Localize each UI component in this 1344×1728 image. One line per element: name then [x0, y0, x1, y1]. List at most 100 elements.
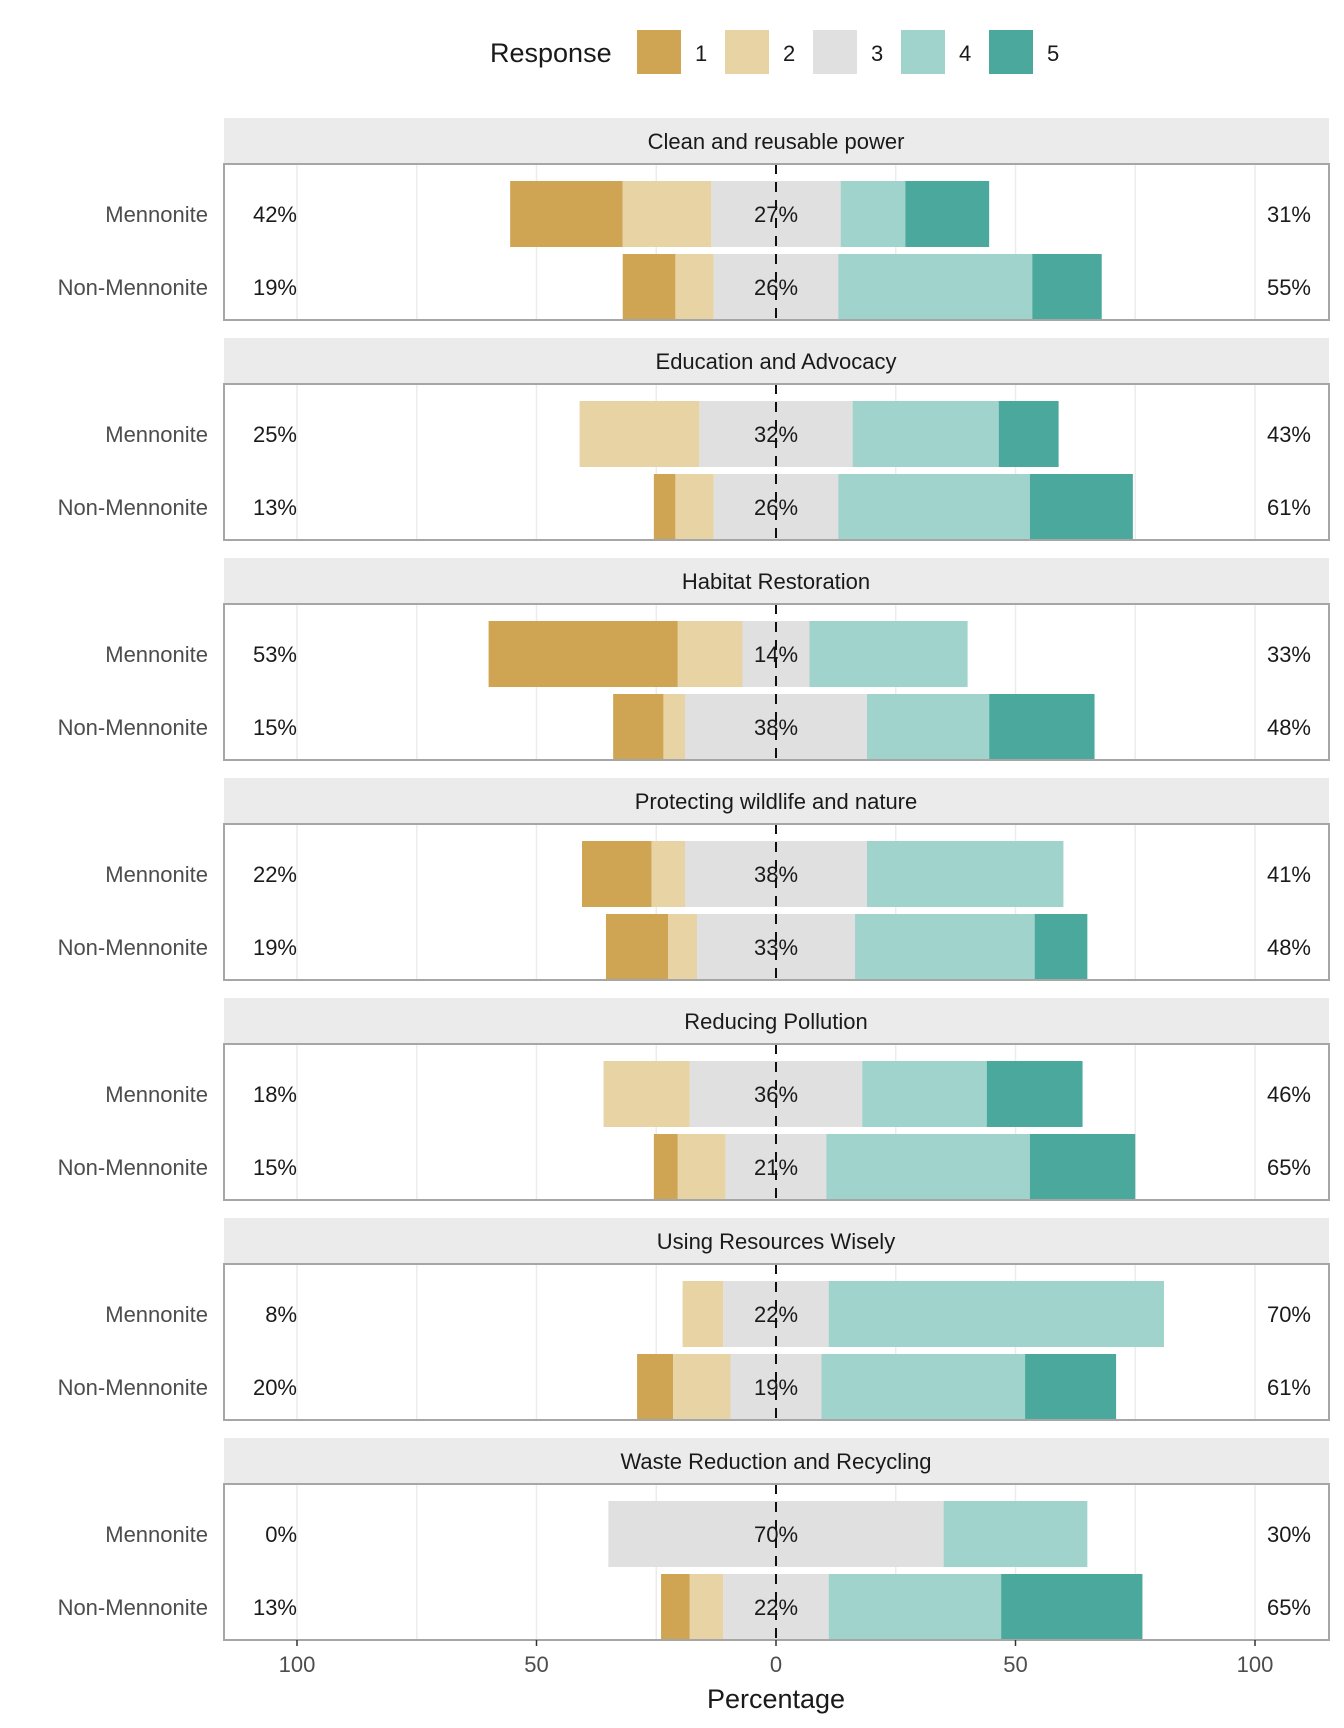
- bar-segment-5: [1029, 474, 1133, 540]
- bar-segment-2: [622, 181, 712, 247]
- row-label: Mennonite: [105, 642, 208, 667]
- bar-segment-2: [668, 914, 697, 980]
- legend-label-4: 4: [959, 41, 971, 66]
- facet-title: Habitat Restoration: [682, 569, 870, 594]
- row-label: Mennonite: [105, 422, 208, 447]
- x-tick-label: 50: [1003, 1652, 1027, 1677]
- legend-item-5: 5: [989, 30, 1059, 74]
- bar-segment-4: [855, 914, 1035, 980]
- high-percent-label: 31%: [1267, 202, 1311, 227]
- high-percent-label: 48%: [1267, 935, 1311, 960]
- low-percent-label: 19%: [253, 275, 297, 300]
- high-percent-label: 65%: [1267, 1595, 1311, 1620]
- row-label: Non-Mennonite: [58, 1155, 208, 1180]
- facet-title: Protecting wildlife and nature: [635, 789, 918, 814]
- bar-segment-2: [651, 841, 685, 907]
- legend: Response 1 2 3 4 5: [490, 30, 1059, 74]
- facet-strip: [224, 558, 1329, 603]
- low-percent-label: 13%: [253, 495, 297, 520]
- facet-title: Waste Reduction and Recycling: [620, 1449, 931, 1474]
- facet-strip: [224, 338, 1329, 383]
- panel-border: [223, 823, 1330, 981]
- bar-segment-1: [613, 694, 664, 760]
- row-label: Mennonite: [105, 1082, 208, 1107]
- bar-segment-4: [867, 694, 990, 760]
- high-percent-label: 55%: [1267, 275, 1311, 300]
- legend-key-1: [637, 30, 681, 74]
- bar-segment-4: [867, 841, 1064, 907]
- bar-segment-1: [653, 474, 676, 540]
- bar-segment-5: [1025, 1354, 1117, 1420]
- low-percent-label: 22%: [253, 862, 297, 887]
- bar-segment-4: [809, 621, 968, 687]
- bar-segment-1: [622, 254, 676, 320]
- bar-segment-5: [1034, 914, 1088, 980]
- facet-panel: Waste Reduction and Recycling Mennonite 0%…: [58, 1438, 1330, 1641]
- bar-segment-2: [675, 474, 714, 540]
- low-percent-label: 53%: [253, 642, 297, 667]
- low-percent-label: 13%: [253, 1595, 297, 1620]
- facet-panel: Protecting wildlife and nature Mennonite 2…: [58, 778, 1330, 981]
- legend-item-1: 1: [637, 30, 707, 74]
- bar-segment-2: [677, 1134, 726, 1200]
- high-percent-label: 30%: [1267, 1522, 1311, 1547]
- bar-segment-4: [840, 181, 906, 247]
- row-label: Non-Mennonite: [58, 1375, 208, 1400]
- panel-border: [223, 163, 1330, 321]
- row-label: Non-Mennonite: [58, 935, 208, 960]
- facet-strip: [224, 1438, 1329, 1483]
- facet-title: Clean and reusable power: [648, 129, 905, 154]
- high-percent-label: 70%: [1267, 1302, 1311, 1327]
- high-percent-label: 46%: [1267, 1082, 1311, 1107]
- bar-segment-5: [1029, 1134, 1136, 1200]
- bar-segment-5: [1032, 254, 1102, 320]
- low-percent-label: 25%: [253, 422, 297, 447]
- bar-segment-1: [653, 1134, 678, 1200]
- bar-segment-4: [828, 1574, 1002, 1640]
- bar-segment-4: [943, 1501, 1088, 1567]
- row-label: Non-Mennonite: [58, 495, 208, 520]
- row-label: Non-Mennonite: [58, 275, 208, 300]
- x-tick-label: 100: [279, 1652, 316, 1677]
- bar-segment-1: [605, 914, 669, 980]
- bar-segment-4: [821, 1354, 1026, 1420]
- bar-segment-5: [1001, 1574, 1143, 1640]
- bar-segment-5: [998, 401, 1059, 467]
- x-tick-label: 100: [1237, 1652, 1274, 1677]
- row-label: Mennonite: [105, 862, 208, 887]
- row-label: Mennonite: [105, 202, 208, 227]
- row-label: Non-Mennonite: [58, 715, 208, 740]
- bar-segment-4: [826, 1134, 1030, 1200]
- high-percent-label: 48%: [1267, 715, 1311, 740]
- low-percent-label: 8%: [265, 1302, 297, 1327]
- panel-border: [223, 1043, 1330, 1201]
- low-percent-label: 20%: [253, 1375, 297, 1400]
- legend-item-3: 3: [813, 30, 883, 74]
- facet-strip: [224, 118, 1329, 163]
- facet-strip: [224, 998, 1329, 1043]
- bar-segment-2: [663, 694, 685, 760]
- low-percent-label: 0%: [265, 1522, 297, 1547]
- high-percent-label: 43%: [1267, 422, 1311, 447]
- bar-segment-1: [488, 621, 678, 687]
- bar-segment-4: [862, 1061, 987, 1127]
- bar-segment-2: [673, 1354, 731, 1420]
- row-label: Mennonite: [105, 1302, 208, 1327]
- legend-key-2: [725, 30, 769, 74]
- x-tick-label: 50: [524, 1652, 548, 1677]
- x-tick-label: 0: [770, 1652, 782, 1677]
- legend-label-1: 1: [695, 41, 707, 66]
- bar-segment-1: [582, 841, 652, 907]
- high-percent-label: 61%: [1267, 1375, 1311, 1400]
- x-axis: 100 50 0 50 100: [279, 1640, 1274, 1677]
- legend-title: Response: [490, 38, 612, 68]
- bar-segment-2: [603, 1061, 690, 1127]
- facet-title: Using Resources Wisely: [657, 1229, 895, 1254]
- facet-strip: [224, 1218, 1329, 1263]
- bar-segment-1: [661, 1574, 690, 1640]
- bar-segment-4: [838, 474, 1030, 540]
- low-percent-label: 15%: [253, 715, 297, 740]
- bar-segment-5: [986, 1061, 1083, 1127]
